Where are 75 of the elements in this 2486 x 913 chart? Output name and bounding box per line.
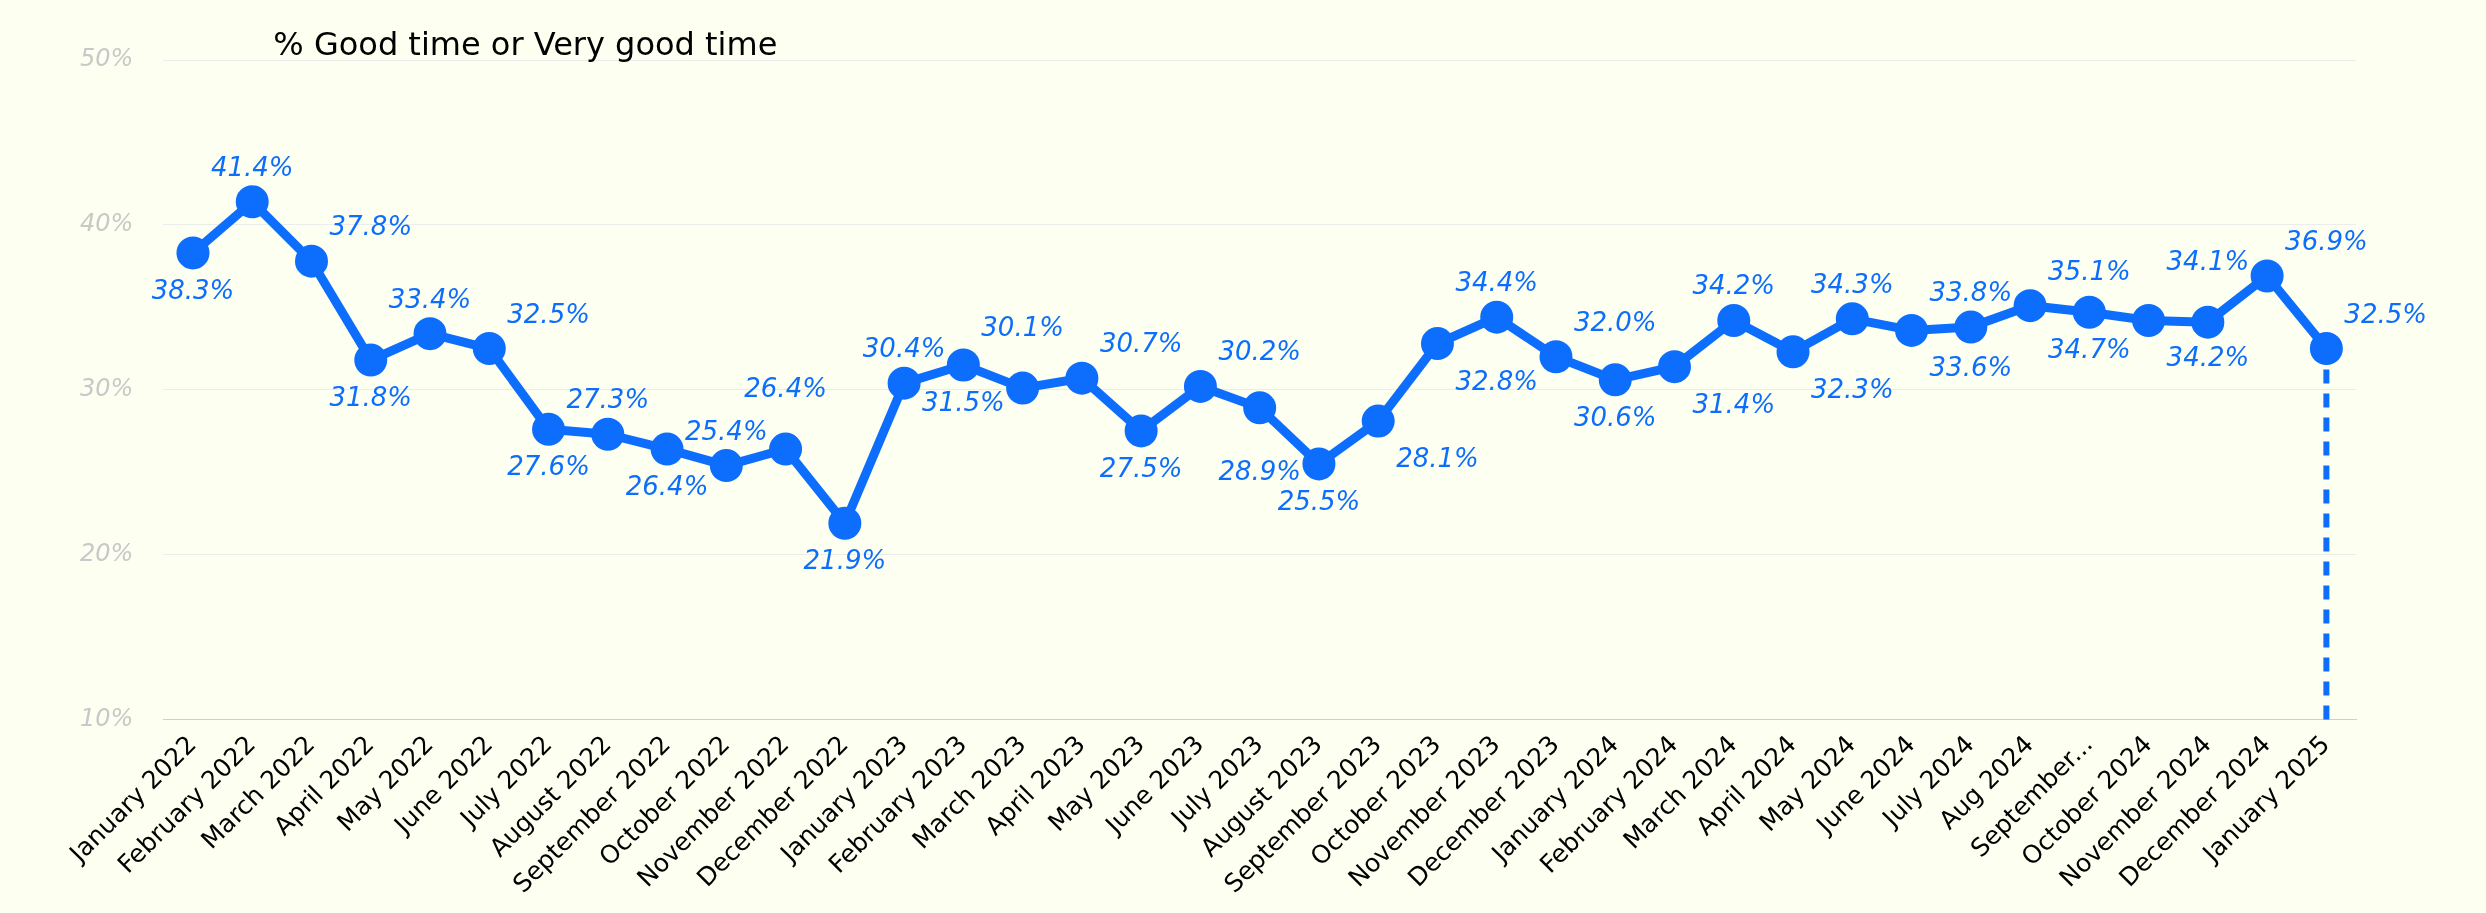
point [709, 449, 743, 483]
point [650, 432, 684, 466]
point [2191, 305, 2225, 339]
point [1776, 335, 1810, 369]
data-label: 30.6% [1573, 401, 1657, 432]
point [2132, 303, 2166, 337]
point [887, 366, 921, 400]
data-label: 34.7% [2048, 334, 2131, 365]
data-label: 32.8% [1455, 365, 1539, 396]
point [176, 236, 210, 270]
point [591, 417, 625, 451]
point [1361, 404, 1395, 438]
data-label: 21.9% [803, 545, 887, 576]
data-label: 25.5% [1277, 485, 1361, 516]
point [1658, 350, 1691, 384]
data-label: 27.5% [1099, 452, 1183, 483]
point [769, 432, 803, 466]
point [1598, 363, 1632, 397]
point [1835, 302, 1869, 336]
data-label: 34.4% [1455, 267, 1539, 298]
point [1183, 369, 1217, 403]
data-label: 26.4% [744, 373, 827, 404]
point [235, 185, 269, 219]
data-label: 33.4% [388, 283, 472, 314]
data-label: 30.4% [862, 333, 946, 364]
data-label: 27.3% [566, 384, 650, 415]
data-label: 38.3% [151, 274, 235, 305]
point [1124, 414, 1158, 448]
point [2013, 289, 2047, 323]
data-label: 30.1% [981, 312, 1064, 343]
point [1065, 361, 1099, 395]
point [828, 506, 862, 540]
point [295, 244, 328, 278]
data-label: 32.5% [2344, 298, 2427, 329]
point [532, 412, 566, 446]
data-label: 31.5% [922, 387, 1005, 417]
data-label: 32.0% [1573, 306, 1657, 337]
point [472, 332, 506, 366]
data-label: 34.1% [2166, 246, 2250, 277]
data-label: 25.4% [685, 415, 768, 446]
point [1243, 391, 1277, 425]
data-label: 28.9% [1218, 455, 1301, 486]
point [354, 343, 388, 377]
data-label: 37.8% [329, 211, 413, 242]
data-label: 36.9% [2285, 225, 2368, 256]
point [413, 317, 447, 351]
data-label: 30.7% [1099, 328, 1183, 359]
point [1420, 327, 1454, 361]
data-label: 34.2% [2166, 342, 2250, 373]
data-label: 41.4% [210, 151, 294, 182]
point [1480, 300, 1514, 334]
point [1954, 310, 1988, 344]
point [1539, 340, 1573, 374]
data-label: 33.6% [1929, 352, 2013, 383]
data-label: 32.3% [1811, 373, 1894, 404]
data-label: 32.5% [507, 298, 590, 329]
data-label: 34.2% [1692, 270, 1776, 301]
point [1717, 303, 1751, 337]
point [1302, 447, 1336, 481]
data-label: 28.1% [1396, 443, 1479, 474]
data-label: 26.4% [625, 471, 709, 502]
data-label: 35.1% [2048, 255, 2131, 286]
point [1895, 313, 1929, 347]
data-label: 34.3% [1810, 268, 1894, 299]
point [2072, 295, 2106, 329]
data-label: 27.6% [507, 451, 590, 482]
point [2250, 259, 2284, 293]
data-label: 33.8% [1929, 277, 2013, 308]
chart-title: % Good time or Very good time [273, 25, 778, 63]
data-label: 31.8% [329, 382, 413, 413]
data-label: 31.4% [1692, 388, 1776, 419]
data-label: 30.2% [1218, 336, 1302, 367]
point [1006, 371, 1040, 405]
point [946, 348, 980, 382]
point [2309, 332, 2343, 366]
